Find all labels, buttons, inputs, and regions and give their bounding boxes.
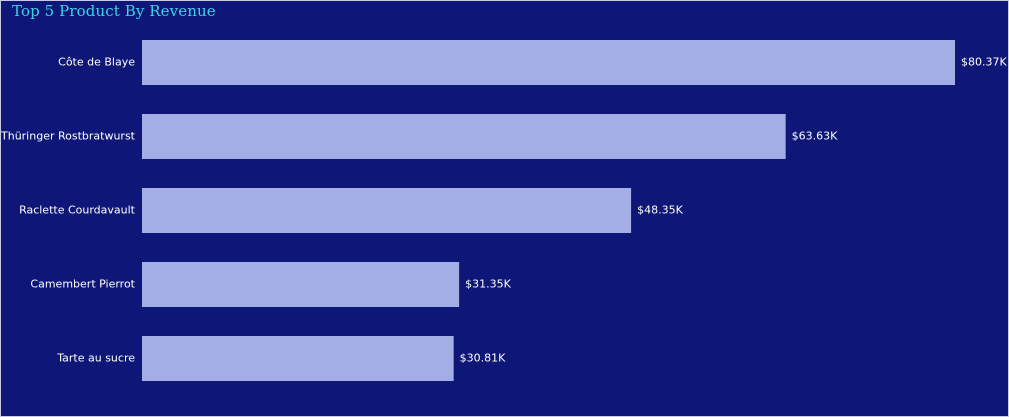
bar-1[interactable] <box>142 40 955 85</box>
chart-title: Top 5 Product By Revenue <box>12 2 216 20</box>
bar-5[interactable] <box>142 336 454 381</box>
data-label-3: $48.35K <box>637 204 683 217</box>
category-label-5: Tarte au sucre <box>56 352 135 365</box>
data-label-4: $31.35K <box>465 278 511 291</box>
data-label-5: $30.81K <box>460 352 506 365</box>
bar-2[interactable] <box>142 114 786 159</box>
category-label-1: Côte de Blaye <box>58 56 135 69</box>
category-label-2: Thüringer Rostbratwurst <box>1 130 136 143</box>
bar-3[interactable] <box>142 188 632 233</box>
category-label-4: Camembert Pierrot <box>30 278 135 291</box>
data-label-1: $80.37K <box>961 56 1007 69</box>
bar-4[interactable] <box>142 262 460 307</box>
category-label-3: Raclette Courdavault <box>19 204 136 217</box>
data-label-2: $63.63K <box>792 130 838 143</box>
